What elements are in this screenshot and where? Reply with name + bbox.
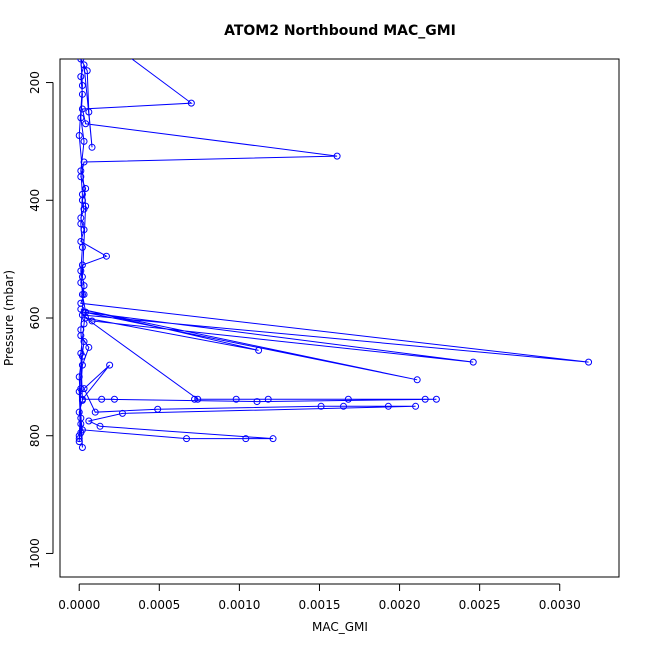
- x-tick-label: 0.0010: [218, 598, 260, 612]
- y-tick-label: 1000: [28, 538, 42, 569]
- x-tick-label: 0.0030: [539, 598, 581, 612]
- data-point: [78, 352, 86, 360]
- data-point: [75, 435, 83, 443]
- data-point: [77, 167, 85, 175]
- data-point: [82, 120, 90, 128]
- data-point: [80, 282, 88, 290]
- data-point: [340, 402, 348, 410]
- data-point: [85, 108, 93, 116]
- data-point: [80, 61, 88, 69]
- data-point: [75, 408, 83, 416]
- data-point: [88, 143, 96, 151]
- data-point: [82, 185, 90, 192]
- x-axis: 0.0000 0.0005 0.0010 0.0015 0.0020 0.0025 0.00…: [58, 583, 581, 612]
- x-tick-label: 0.0000: [58, 598, 100, 612]
- data-point: [269, 435, 277, 443]
- data-point: [78, 105, 86, 113]
- data-point: [80, 320, 88, 328]
- data-point: [194, 395, 202, 403]
- x-tick-label: 0.0020: [379, 598, 421, 612]
- data-point: [317, 402, 325, 410]
- data-point: [80, 338, 88, 346]
- data-point: [413, 376, 421, 384]
- data-point: [80, 226, 88, 234]
- data-point: [585, 358, 593, 366]
- data-point: [78, 81, 86, 89]
- data-point: [85, 343, 93, 351]
- data-point: [77, 220, 85, 228]
- data-point: [96, 422, 104, 430]
- data-point: [85, 417, 93, 425]
- data-point: [78, 444, 86, 451]
- data-point: [187, 99, 195, 107]
- y-tick-label: 400: [28, 189, 42, 212]
- data-point: [384, 402, 392, 410]
- data-point: [333, 152, 341, 160]
- data-point: [75, 388, 83, 396]
- data-point: [77, 326, 85, 334]
- data-point: [421, 395, 429, 403]
- data-point: [88, 317, 96, 325]
- data-point: [102, 252, 110, 260]
- data-point: [412, 402, 420, 410]
- chart-title: ATOM2 Northbound MAC_GMI: [224, 23, 456, 39]
- data-point: [75, 438, 83, 446]
- data-point: [78, 273, 86, 281]
- data-point: [82, 308, 90, 316]
- data-point: [77, 73, 85, 81]
- series-layer: [75, 59, 593, 451]
- y-axis-label: Pressure (mbar): [2, 270, 16, 366]
- data-point: [83, 67, 91, 75]
- y-tick-label: 600: [28, 307, 42, 330]
- data-point: [78, 90, 86, 98]
- data-point: [78, 396, 86, 404]
- data-point: [82, 202, 90, 210]
- data-point: [118, 409, 126, 417]
- data-point: [77, 114, 85, 122]
- data-point: [77, 59, 85, 63]
- y-tick-label: 800: [28, 424, 42, 447]
- data-point: [106, 361, 114, 369]
- data-point: [78, 243, 86, 251]
- data-point: [255, 346, 263, 354]
- data-point: [78, 361, 86, 369]
- data-point: [80, 158, 88, 166]
- plot-frame: [59, 58, 620, 578]
- data-point: [469, 358, 477, 366]
- x-tick-label: 0.0005: [138, 598, 180, 612]
- data-point: [98, 395, 106, 403]
- y-tick-label: 200: [28, 71, 42, 94]
- data-point: [264, 395, 272, 403]
- data-point: [75, 132, 83, 140]
- data-point: [80, 137, 88, 145]
- data-point: [110, 395, 118, 403]
- data-point: [183, 435, 191, 443]
- x-axis-label: MAC_GMI: [312, 620, 368, 634]
- data-point: [242, 435, 250, 443]
- data-point: [344, 395, 352, 403]
- data-point: [154, 405, 162, 413]
- data-point: [432, 395, 440, 403]
- series-group: [75, 59, 593, 451]
- x-tick-label: 0.0025: [459, 598, 501, 612]
- data-point: [78, 290, 86, 298]
- data-point: [253, 398, 261, 406]
- data-point: [91, 408, 99, 416]
- x-tick-label: 0.0015: [298, 598, 340, 612]
- data-point: [191, 395, 199, 403]
- data-point: [232, 395, 240, 403]
- data-point: [77, 420, 85, 428]
- y-axis: 200 400 600 800 1000: [28, 71, 54, 569]
- data-point: [75, 373, 83, 381]
- data-point: [78, 190, 86, 198]
